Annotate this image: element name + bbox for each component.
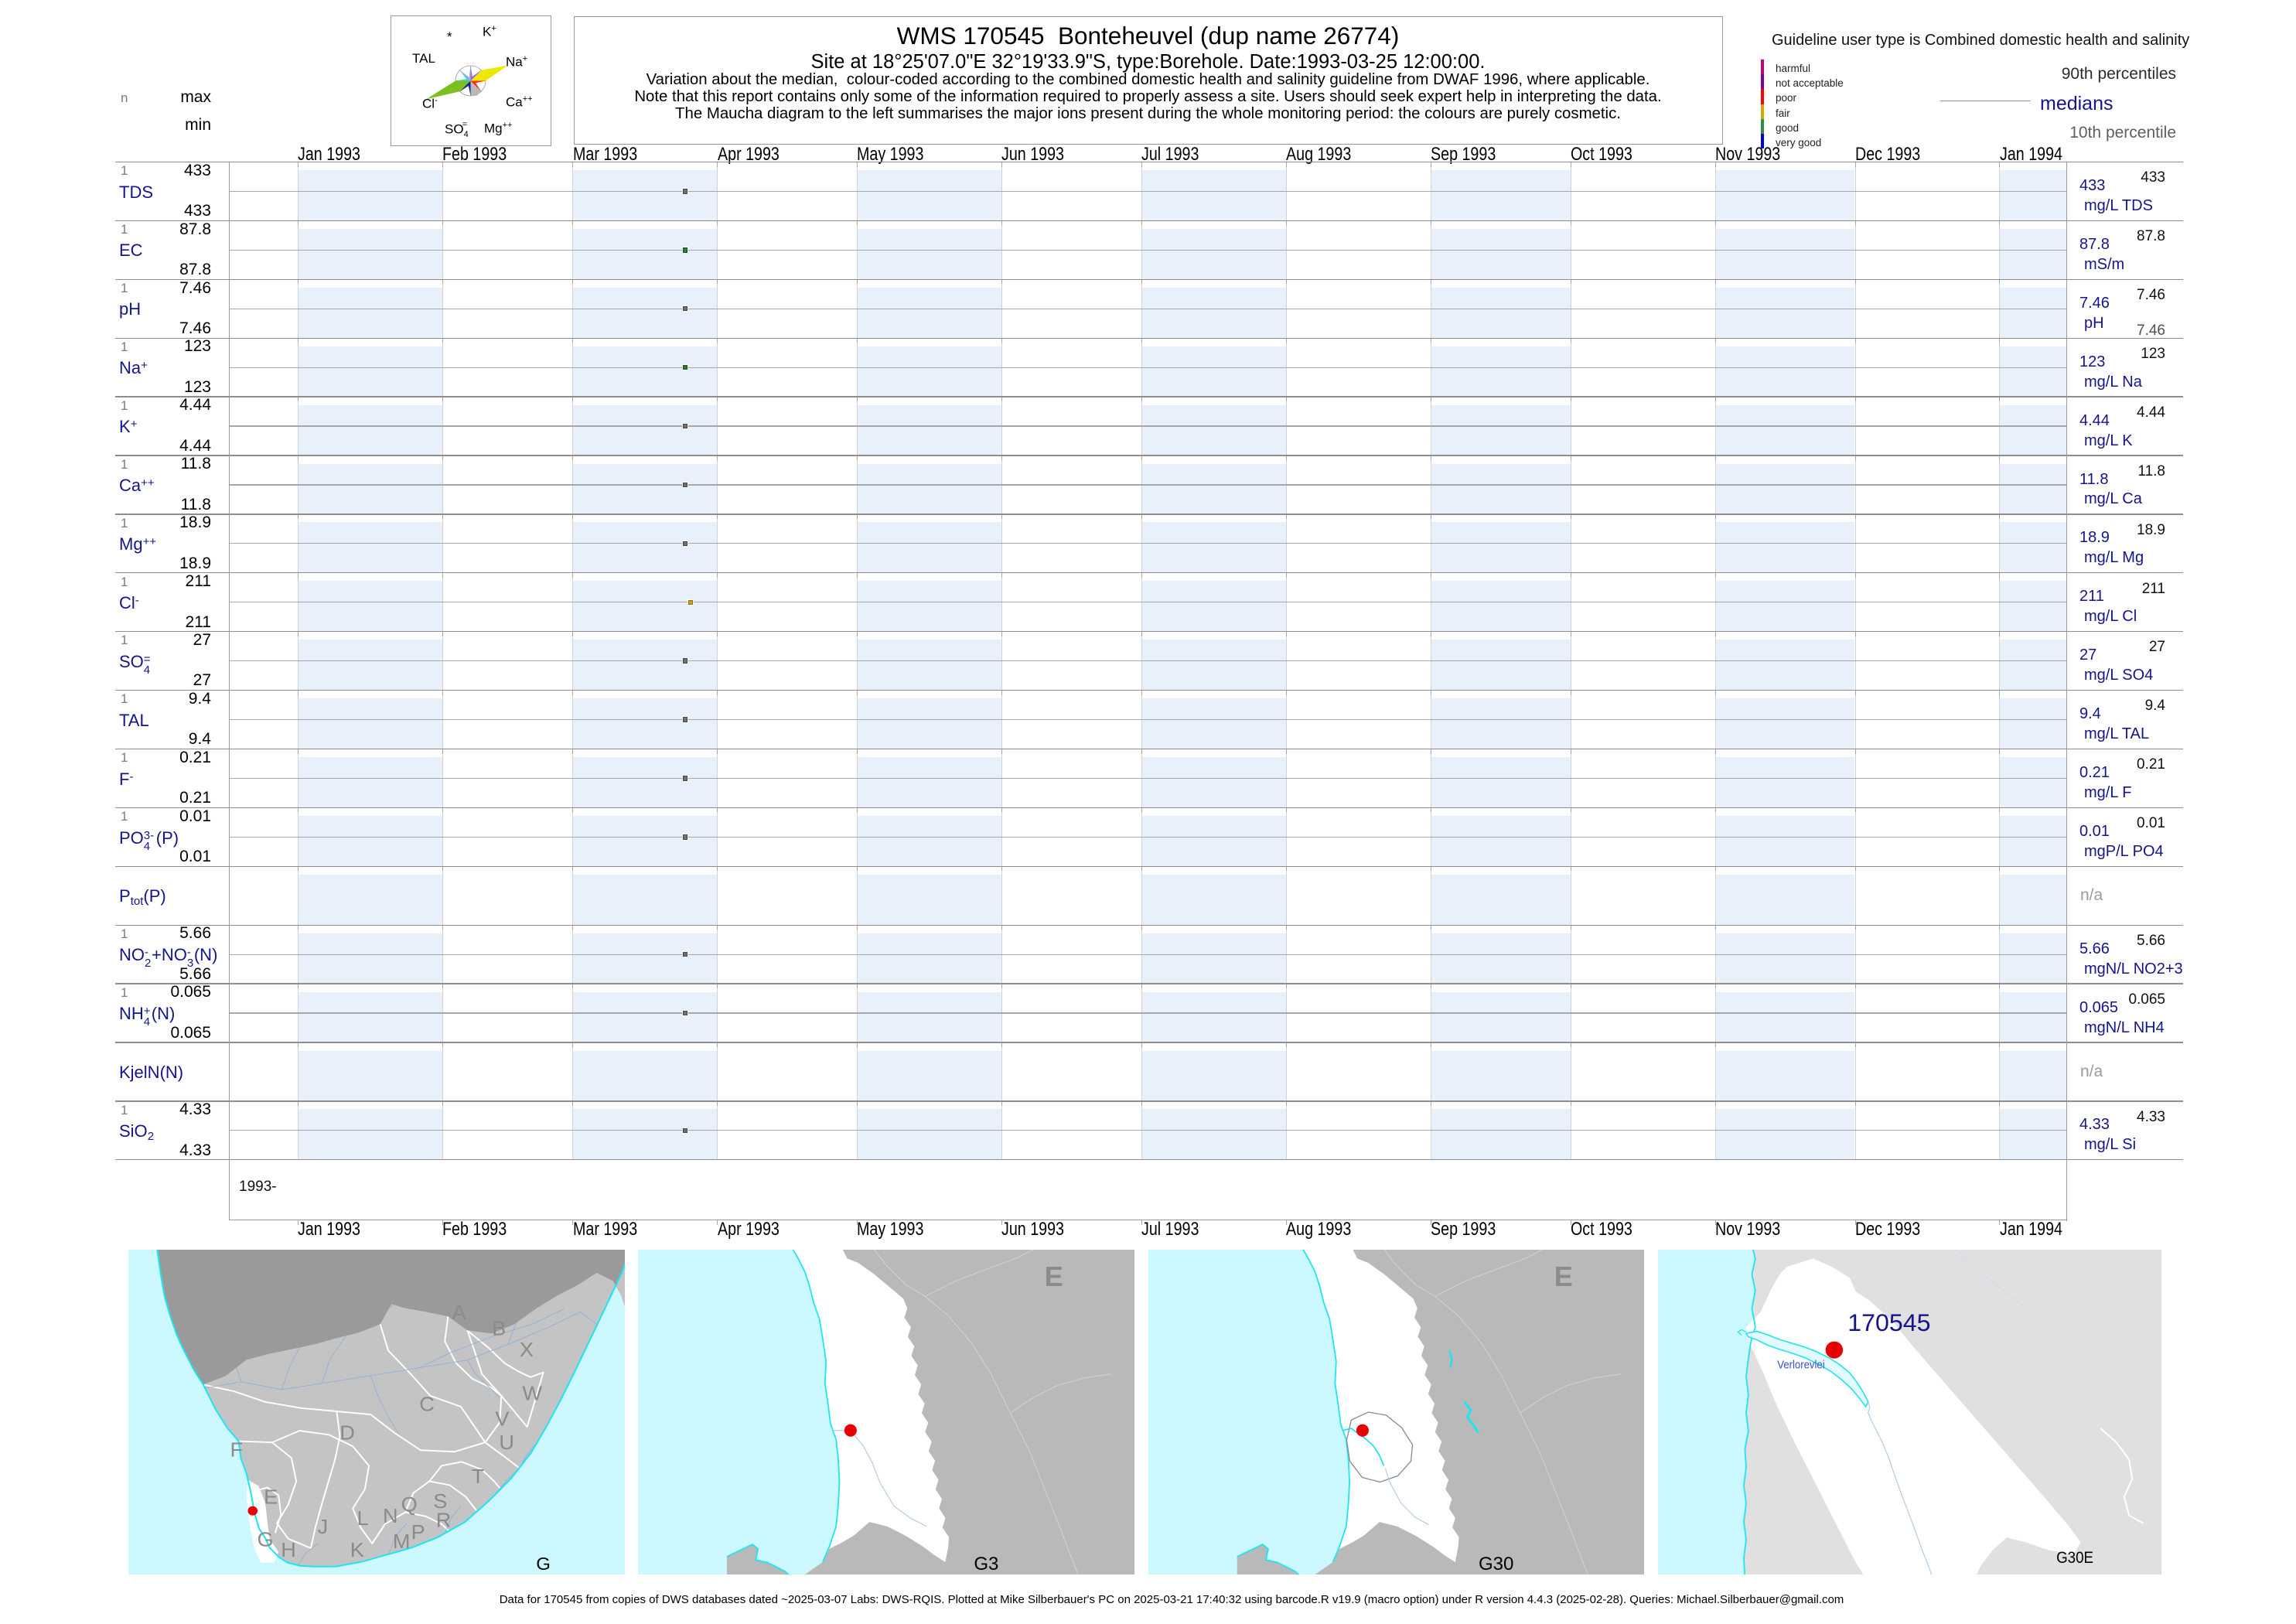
- svg-text:V: V: [495, 1407, 509, 1430]
- svg-text:G30: G30: [1479, 1554, 1513, 1575]
- svg-text:E: E: [1554, 1261, 1573, 1292]
- svg-text:S: S: [433, 1489, 447, 1512]
- svg-text:G3: G3: [974, 1554, 998, 1575]
- svg-text:N: N: [383, 1505, 398, 1527]
- svg-text:X: X: [520, 1339, 534, 1361]
- svg-text:G: G: [536, 1554, 551, 1573]
- svg-text:L: L: [357, 1506, 368, 1529]
- svg-text:J: J: [318, 1515, 329, 1537]
- svg-text:B: B: [492, 1317, 506, 1339]
- svg-text:R: R: [436, 1509, 452, 1531]
- svg-text:Q: Q: [401, 1493, 418, 1515]
- svg-text:D: D: [339, 1421, 355, 1444]
- svg-text:P: P: [411, 1520, 425, 1543]
- svg-text:E: E: [264, 1486, 278, 1508]
- svg-text:H: H: [281, 1539, 296, 1561]
- svg-text:F: F: [230, 1438, 243, 1461]
- svg-text:G: G: [257, 1528, 273, 1551]
- svg-text:170545: 170545: [1847, 1308, 1930, 1336]
- svg-text:U: U: [499, 1431, 514, 1453]
- svg-text:K: K: [350, 1539, 364, 1561]
- svg-text:M: M: [393, 1530, 411, 1553]
- svg-text:G30E: G30E: [2056, 1548, 2093, 1567]
- svg-text:Verlorevlei: Verlorevlei: [1777, 1359, 1824, 1372]
- svg-text:E: E: [1045, 1261, 1063, 1292]
- svg-text:W: W: [522, 1382, 542, 1404]
- svg-text:C: C: [419, 1393, 435, 1415]
- svg-text:T: T: [472, 1465, 485, 1488]
- svg-text:A: A: [452, 1301, 466, 1323]
